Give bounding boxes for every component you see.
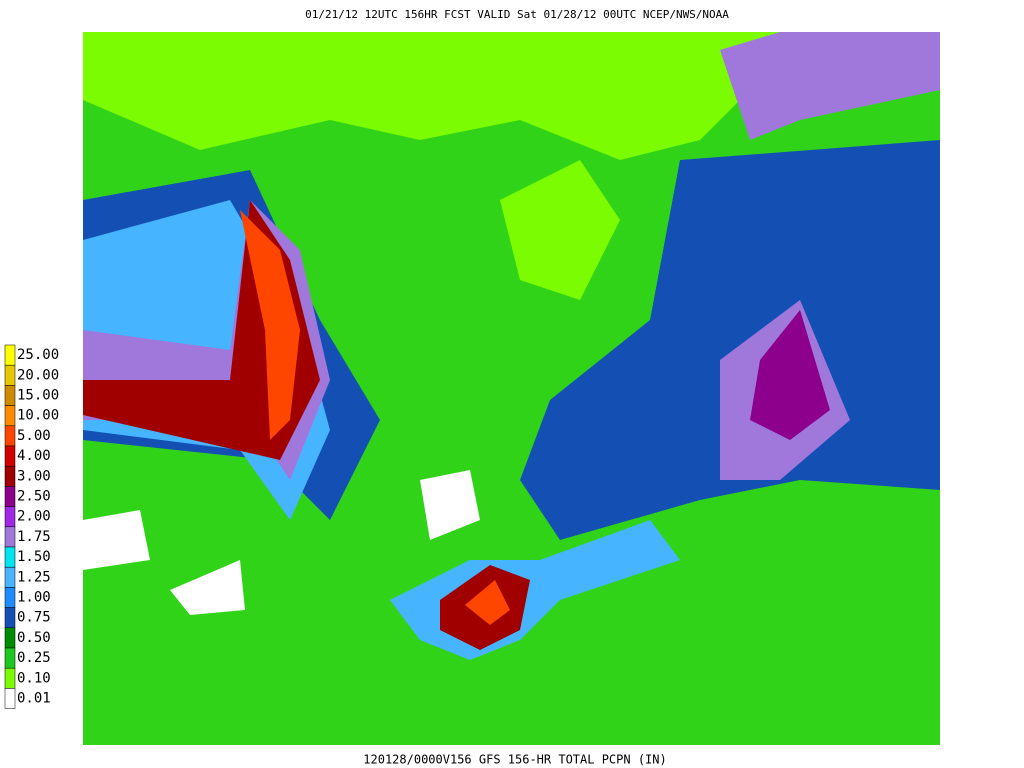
map — [83, 32, 940, 745]
legend-swatch — [4, 566, 16, 588]
legend-swatch — [4, 385, 16, 406]
legend-label: 2.00 — [17, 509, 51, 525]
legend-swatch — [4, 667, 16, 689]
legend-label: 20.00 — [17, 367, 59, 383]
legend-label: 0.10 — [17, 670, 51, 686]
legend-label: 2.50 — [17, 489, 51, 505]
legend-swatch — [4, 344, 16, 366]
legend-swatch — [4, 405, 16, 427]
legend-label: 4.00 — [17, 448, 51, 464]
legend-label: 10.00 — [17, 408, 59, 424]
legend: 25.00 20.00 15.00 10.00 5.00 4.00 3.00 2.50 2.00… — [4, 344, 59, 709]
legend-label: 15.00 — [17, 388, 59, 404]
legend-label: 1.25 — [17, 569, 51, 585]
title: 01/21/12 12UTC 156HR FCST VALID Sat 01/2… — [305, 8, 729, 21]
legend-label: 1.00 — [17, 590, 51, 606]
legend-label: 1.75 — [17, 529, 51, 545]
caption: 120128/0000V156 GFS 156-HR TOTAL PCPN (I… — [363, 753, 666, 767]
legend-swatch — [4, 506, 16, 528]
legend-swatch — [4, 546, 16, 568]
legend-swatch — [4, 647, 16, 669]
legend-label: 0.01 — [17, 691, 51, 707]
legend-label: 5.00 — [17, 428, 51, 444]
legend-label: 1.50 — [17, 549, 51, 565]
legend-swatch — [4, 425, 16, 447]
legend-label: 0.50 — [17, 630, 51, 646]
legend-swatch — [4, 587, 16, 608]
legend-swatch — [4, 688, 16, 709]
legend-swatch — [4, 445, 16, 467]
legend-swatch — [4, 627, 16, 649]
legend-label: 3.00 — [17, 468, 51, 484]
legend-label: 0.75 — [17, 610, 51, 626]
legend-swatch — [4, 486, 16, 507]
legend-swatch — [4, 465, 16, 487]
legend-label: 25.00 — [17, 347, 59, 363]
legend-swatch — [4, 364, 16, 386]
legend-swatch — [4, 607, 16, 629]
legend-swatch — [4, 526, 16, 548]
legend-label: 0.25 — [17, 650, 51, 666]
